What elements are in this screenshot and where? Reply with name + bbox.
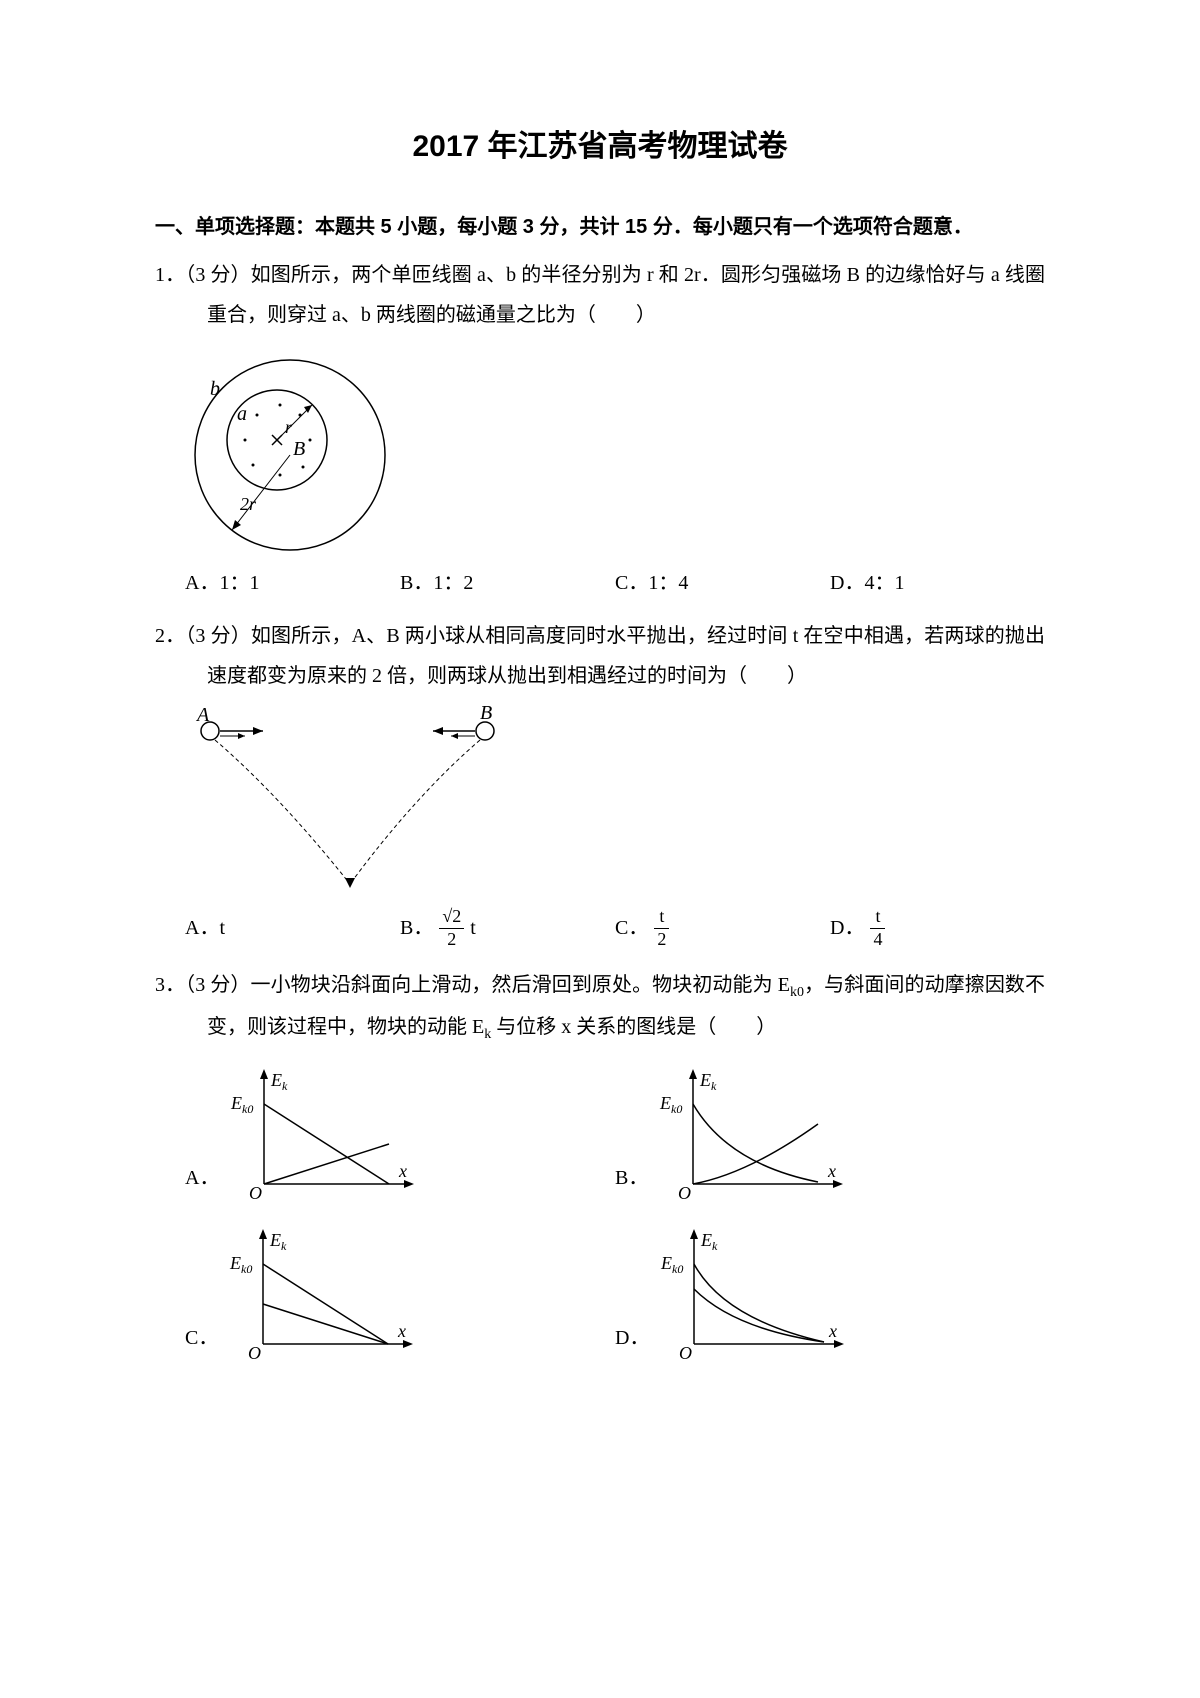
svg-text:O: O — [248, 1343, 261, 1363]
section-header: 一、单项选择题：本题共 5 小题，每小题 3 分，共计 15 分．每小题只有一个… — [155, 209, 1045, 245]
q2-options: A．t B． √22t C． t2 D． t4 — [155, 906, 1045, 950]
svg-text:B: B — [480, 706, 492, 724]
svg-text:B: B — [293, 438, 305, 460]
svg-text:Ek: Ek — [269, 1230, 287, 1253]
svg-text:O: O — [249, 1183, 262, 1203]
svg-text:Ek0: Ek0 — [660, 1253, 683, 1276]
q3-text: 3．（3 分）一小物块沿斜面向上滑动，然后滑回到原处。物块初动能为 Ek0，与斜… — [155, 965, 1045, 1049]
svg-text:x: x — [398, 1161, 407, 1181]
svg-text:Ek0: Ek0 — [659, 1093, 682, 1116]
svg-text:b: b — [210, 378, 220, 400]
svg-text:Ek: Ek — [270, 1070, 288, 1093]
q2-figure: A B — [185, 706, 515, 896]
q1-opt-a: A．1：1 — [185, 565, 400, 601]
q2-text: 2．（3 分）如图所示，A、B 两小球从相同高度同时水平抛出，经过时间 t 在空… — [155, 616, 1045, 696]
q3-opt-b: B． Ek Ek0 O x — [615, 1064, 1045, 1204]
svg-text:x: x — [828, 1321, 837, 1341]
svg-text:a: a — [237, 403, 247, 425]
q1-options: A．1：1 B．1：2 C．1：4 D．4：1 — [155, 565, 1045, 601]
q1-opt-b: B．1：2 — [400, 565, 615, 601]
q3-options: A． Ek Ek0 O x B． — [155, 1064, 1045, 1364]
q3-opt-a: A． Ek Ek0 O x — [185, 1064, 615, 1204]
q3-opt-c: C． Ek Ek0 O x — [185, 1224, 615, 1364]
page-title: 2017 年江苏省高考物理试卷 — [155, 120, 1045, 174]
svg-text:Ek: Ek — [700, 1230, 718, 1253]
q3-opt-d: D． Ek Ek0 O x — [615, 1224, 1045, 1364]
svg-text:x: x — [397, 1321, 406, 1341]
q1-figure: b a r 2r B — [185, 345, 395, 555]
svg-text:A: A — [195, 706, 210, 726]
q1-text: 1．（3 分）如图所示，两个单匝线圈 a、b 的半径分别为 r 和 2r．圆形匀… — [155, 255, 1045, 335]
q2-opt-a: A．t — [185, 910, 400, 946]
svg-text:Ek: Ek — [699, 1070, 717, 1093]
svg-text:r: r — [285, 417, 293, 437]
svg-text:O: O — [678, 1183, 691, 1203]
question-3: 3．（3 分）一小物块沿斜面向上滑动，然后滑回到原处。物块初动能为 Ek0，与斜… — [155, 965, 1045, 1364]
q2-opt-d: D． t4 — [830, 906, 1045, 950]
q1-opt-c: C．1：4 — [615, 565, 830, 601]
svg-text:x: x — [827, 1161, 836, 1181]
svg-text:Ek0: Ek0 — [230, 1093, 253, 1116]
question-1: 1．（3 分）如图所示，两个单匝线圈 a、b 的半径分别为 r 和 2r．圆形匀… — [155, 255, 1045, 601]
q2-opt-b: B． √22t — [400, 906, 615, 950]
svg-text:Ek0: Ek0 — [229, 1253, 252, 1276]
q2-opt-c: C． t2 — [615, 906, 830, 950]
svg-text:O: O — [679, 1343, 692, 1363]
question-2: 2．（3 分）如图所示，A、B 两小球从相同高度同时水平抛出，经过时间 t 在空… — [155, 616, 1045, 950]
svg-text:2r: 2r — [240, 494, 257, 514]
q1-opt-d: D．4：1 — [830, 565, 1045, 601]
